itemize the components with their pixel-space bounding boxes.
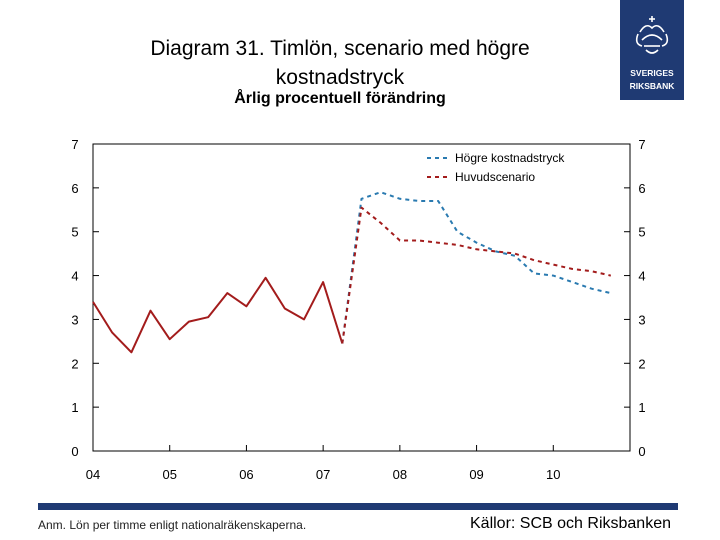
chart-title: Diagram 31. Timlön, scenario med högre k… <box>60 34 620 92</box>
logo-text-line2: RIKSBANK <box>630 81 676 91</box>
y-tick-label-left: 6 <box>71 181 78 196</box>
footer-divider-bar <box>38 503 678 510</box>
footer-note: Anm. Lön per timme enligt nationalräkens… <box>38 518 307 532</box>
y-tick-label-left: 2 <box>71 356 78 371</box>
series-huvudscenario <box>341 206 612 344</box>
x-tick-label: 04 <box>86 467 100 482</box>
y-tick-label-right: 1 <box>638 400 645 415</box>
y-tick-label-left: 7 <box>71 137 78 152</box>
riksbank-logo: SVERIGES RIKSBANK <box>620 0 684 100</box>
legend: Högre kostnadstryck Huvudscenario <box>427 151 565 184</box>
plot-frame <box>92 143 631 452</box>
axes: 0 0 1 1 2 2 3 3 4 4 5 5 6 6 7 7 04 05 06 07 08 09 10 <box>71 137 645 482</box>
y-tick-label-right: 2 <box>638 356 645 371</box>
legend-item-hogre-kostnadstryck: Högre kostnadstryck <box>427 151 565 165</box>
x-tick-label: 07 <box>316 467 330 482</box>
legend-label: Högre kostnadstryck <box>455 151 565 165</box>
y-tick-label-right: 7 <box>638 137 645 152</box>
x-tick-label: 09 <box>469 467 483 482</box>
logo-text-line1: SVERIGES <box>630 68 674 78</box>
x-tick-label: 06 <box>239 467 253 482</box>
y-tick-label-right: 4 <box>638 269 645 284</box>
chart-title-line1: Diagram 31. Timlön, scenario med högre <box>150 37 530 60</box>
x-tick-label: 05 <box>162 467 176 482</box>
y-tick-label-left: 0 <box>71 444 78 459</box>
series-group <box>92 191 612 354</box>
x-tick-label: 08 <box>393 467 407 482</box>
y-tick-label-left: 1 <box>71 400 78 415</box>
y-tick-label-left: 4 <box>71 269 78 284</box>
legend-item-huvudscenario: Huvudscenario <box>427 170 535 184</box>
series-line-hogre-kostnadstryck <box>341 191 612 344</box>
chart-title-line2: kostnadstryck <box>275 66 405 89</box>
y-tick-label-left: 3 <box>71 312 78 327</box>
x-tick-label: 10 <box>546 467 560 482</box>
series-line-huvudscenario <box>341 206 612 344</box>
chart-subtitle: Årlig procentuell förändring <box>234 90 446 107</box>
y-tick-label-left: 5 <box>71 225 78 240</box>
series-utfall <box>92 276 344 354</box>
y-tick-label-right: 3 <box>638 312 645 327</box>
footer-source: Källor: SCB och Riksbanken <box>470 515 671 532</box>
series-line-utfall <box>92 276 344 354</box>
line-chart: 0 0 1 1 2 2 3 3 4 4 5 5 6 6 7 7 04 05 06 07 08 09 10 Högre kos… <box>71 137 645 482</box>
y-tick-label-right: 0 <box>638 444 645 459</box>
crown-emblem-icon <box>635 16 669 54</box>
y-tick-label-right: 6 <box>638 181 645 196</box>
legend-label: Huvudscenario <box>455 170 535 184</box>
y-tick-label-right: 5 <box>638 225 645 240</box>
